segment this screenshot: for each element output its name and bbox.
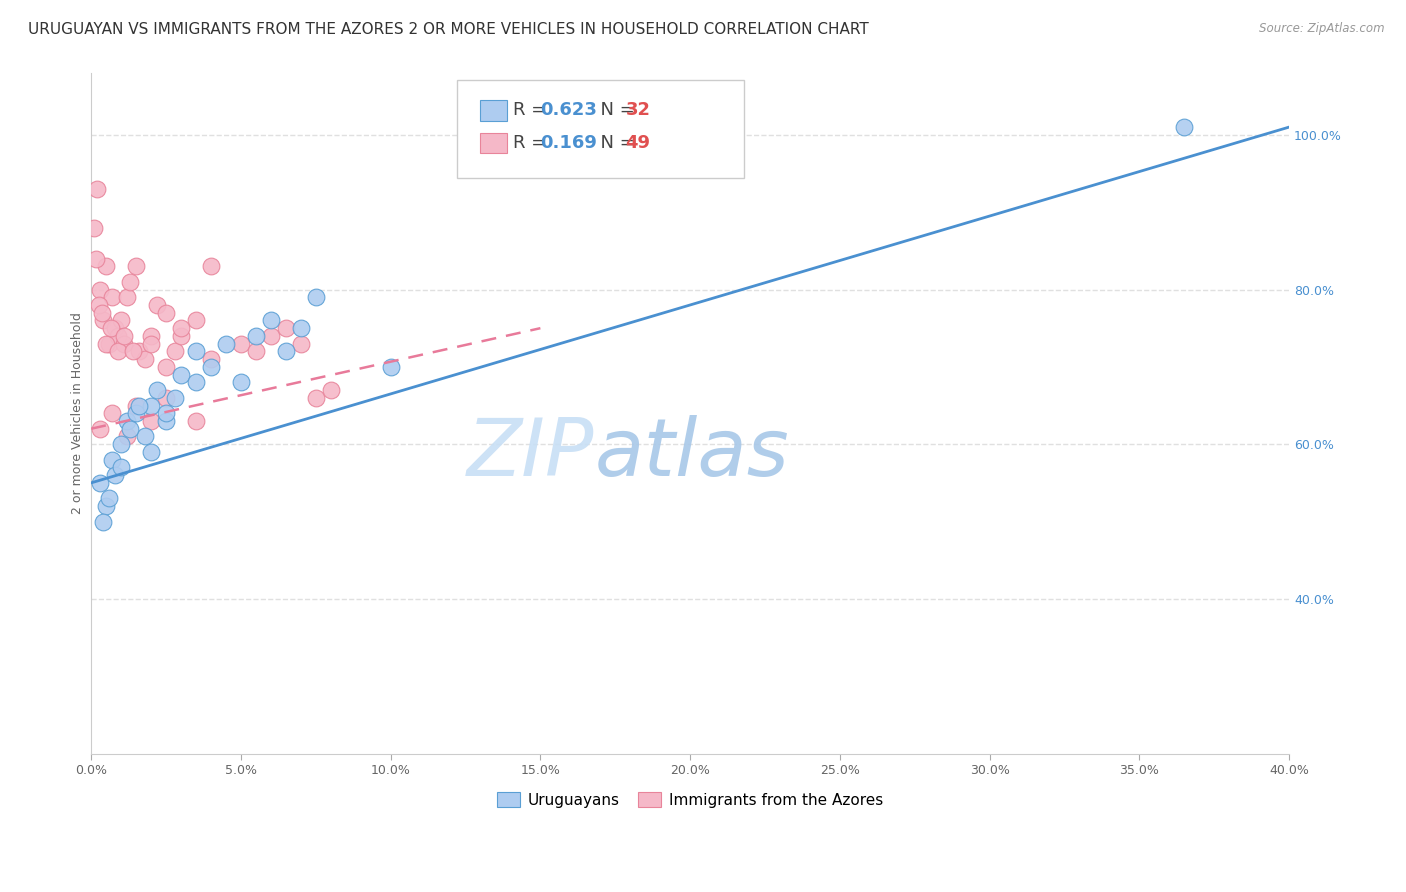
- Point: [101, 406, 124, 420]
- Point: [200, 352, 222, 367]
- Point: [110, 437, 132, 451]
- Point: [125, 399, 148, 413]
- FancyBboxPatch shape: [457, 79, 744, 178]
- Point: [155, 391, 177, 405]
- Point: [91, 515, 114, 529]
- Point: [134, 352, 156, 367]
- Point: [120, 422, 142, 436]
- Point: [110, 313, 132, 327]
- Point: [125, 260, 148, 274]
- Point: [1173, 120, 1195, 135]
- Text: URUGUAYAN VS IMMIGRANTS FROM THE AZORES 2 OR MORE VEHICLES IN HOUSEHOLD CORRELAT: URUGUAYAN VS IMMIGRANTS FROM THE AZORES …: [28, 22, 869, 37]
- Point: [170, 329, 193, 343]
- Point: [155, 406, 177, 420]
- Point: [100, 321, 122, 335]
- Point: [184, 376, 207, 390]
- Point: [380, 359, 402, 374]
- Point: [139, 445, 162, 459]
- Point: [128, 399, 150, 413]
- Point: [120, 275, 142, 289]
- Point: [98, 336, 121, 351]
- Point: [107, 329, 129, 343]
- Point: [155, 359, 177, 374]
- Text: 32: 32: [626, 102, 651, 120]
- Text: R =: R =: [513, 134, 551, 152]
- Text: N =: N =: [589, 102, 641, 120]
- Point: [184, 414, 207, 428]
- Text: 0.623: 0.623: [540, 102, 598, 120]
- Point: [96, 260, 118, 274]
- Point: [319, 383, 342, 397]
- Point: [104, 321, 127, 335]
- Point: [122, 344, 145, 359]
- Point: [139, 399, 162, 413]
- Point: [200, 260, 222, 274]
- Point: [89, 422, 111, 436]
- Point: [112, 336, 135, 351]
- Point: [96, 336, 118, 351]
- FancyBboxPatch shape: [481, 100, 506, 120]
- Point: [115, 290, 138, 304]
- Legend: Uruguayans, Immigrants from the Azores: Uruguayans, Immigrants from the Azores: [491, 786, 889, 814]
- Point: [87, 298, 110, 312]
- Point: [104, 468, 127, 483]
- Point: [112, 329, 135, 343]
- Point: [83, 220, 105, 235]
- Point: [155, 306, 177, 320]
- Text: R =: R =: [513, 102, 551, 120]
- Point: [101, 290, 124, 304]
- Point: [89, 283, 111, 297]
- Point: [260, 329, 283, 343]
- Point: [128, 344, 150, 359]
- Point: [89, 475, 111, 490]
- Point: [274, 321, 297, 335]
- Point: [86, 182, 108, 196]
- Point: [115, 414, 138, 428]
- Point: [139, 414, 162, 428]
- Point: [134, 429, 156, 443]
- Point: [290, 336, 312, 351]
- Point: [91, 313, 114, 327]
- Point: [98, 491, 121, 506]
- Point: [115, 429, 138, 443]
- Text: N =: N =: [589, 134, 641, 152]
- Point: [146, 383, 169, 397]
- Point: [170, 321, 193, 335]
- Point: [305, 391, 328, 405]
- Point: [245, 344, 267, 359]
- Point: [245, 329, 267, 343]
- Point: [139, 336, 162, 351]
- Point: [110, 460, 132, 475]
- Point: [139, 329, 162, 343]
- Point: [200, 359, 222, 374]
- Point: [101, 452, 124, 467]
- Point: [90, 306, 112, 320]
- Text: ZIP: ZIP: [467, 415, 595, 493]
- Point: [274, 344, 297, 359]
- Point: [290, 321, 312, 335]
- Point: [163, 344, 186, 359]
- Point: [96, 499, 118, 513]
- Y-axis label: 2 or more Vehicles in Household: 2 or more Vehicles in Household: [72, 312, 84, 514]
- Point: [170, 368, 193, 382]
- Point: [215, 336, 238, 351]
- Point: [125, 406, 148, 420]
- Text: 49: 49: [626, 134, 651, 152]
- Point: [305, 290, 328, 304]
- Point: [146, 298, 169, 312]
- Point: [107, 344, 129, 359]
- Text: 0.169: 0.169: [540, 134, 598, 152]
- Text: atlas: atlas: [595, 415, 789, 493]
- Point: [184, 313, 207, 327]
- Point: [229, 376, 252, 390]
- Text: Source: ZipAtlas.com: Source: ZipAtlas.com: [1260, 22, 1385, 36]
- Point: [155, 414, 177, 428]
- Point: [84, 252, 107, 266]
- Point: [260, 313, 283, 327]
- Point: [163, 391, 186, 405]
- Point: [229, 336, 252, 351]
- Point: [184, 344, 207, 359]
- FancyBboxPatch shape: [481, 133, 506, 153]
